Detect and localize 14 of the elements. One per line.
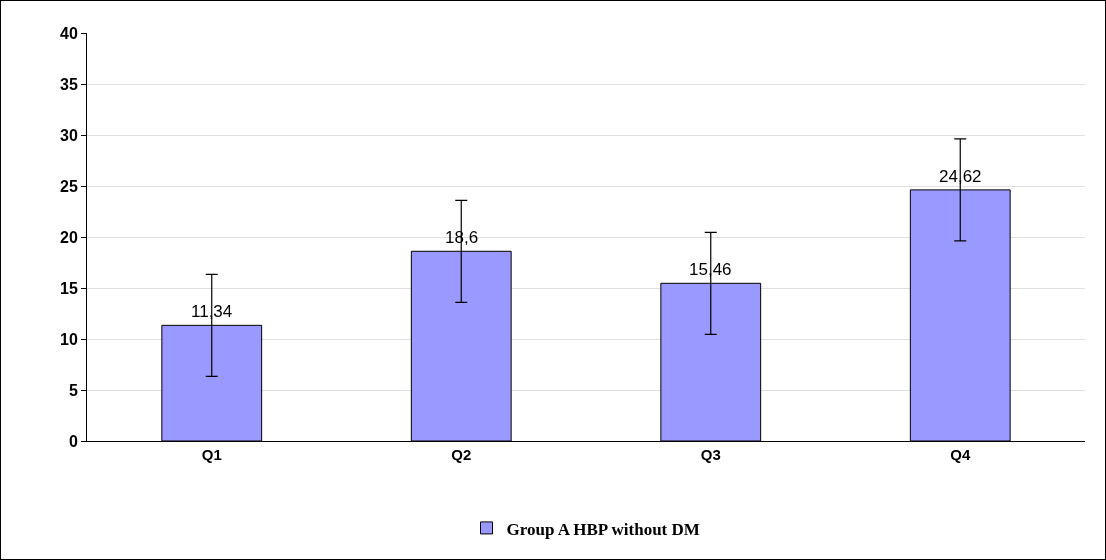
x-tick-label: Q3 [700,446,721,463]
y-tick-label: 30 [60,126,78,144]
y-tick-label: 0 [68,432,78,450]
x-tick-label: Q1 [201,446,222,463]
y-tick-label: 35 [60,75,78,93]
x-tick-label: Q4 [950,446,971,463]
legend-label: Group A HBP without DM [506,519,700,539]
y-tick-label: 20 [60,228,78,246]
y-tick-label: 10 [60,330,78,348]
y-tick-label: 25 [60,177,78,195]
x-tick-label: Q2 [451,446,472,463]
y-tick-label: 15 [60,279,78,297]
y-tick-label: 40 [60,24,78,42]
y-tick-label: 5 [68,381,78,399]
